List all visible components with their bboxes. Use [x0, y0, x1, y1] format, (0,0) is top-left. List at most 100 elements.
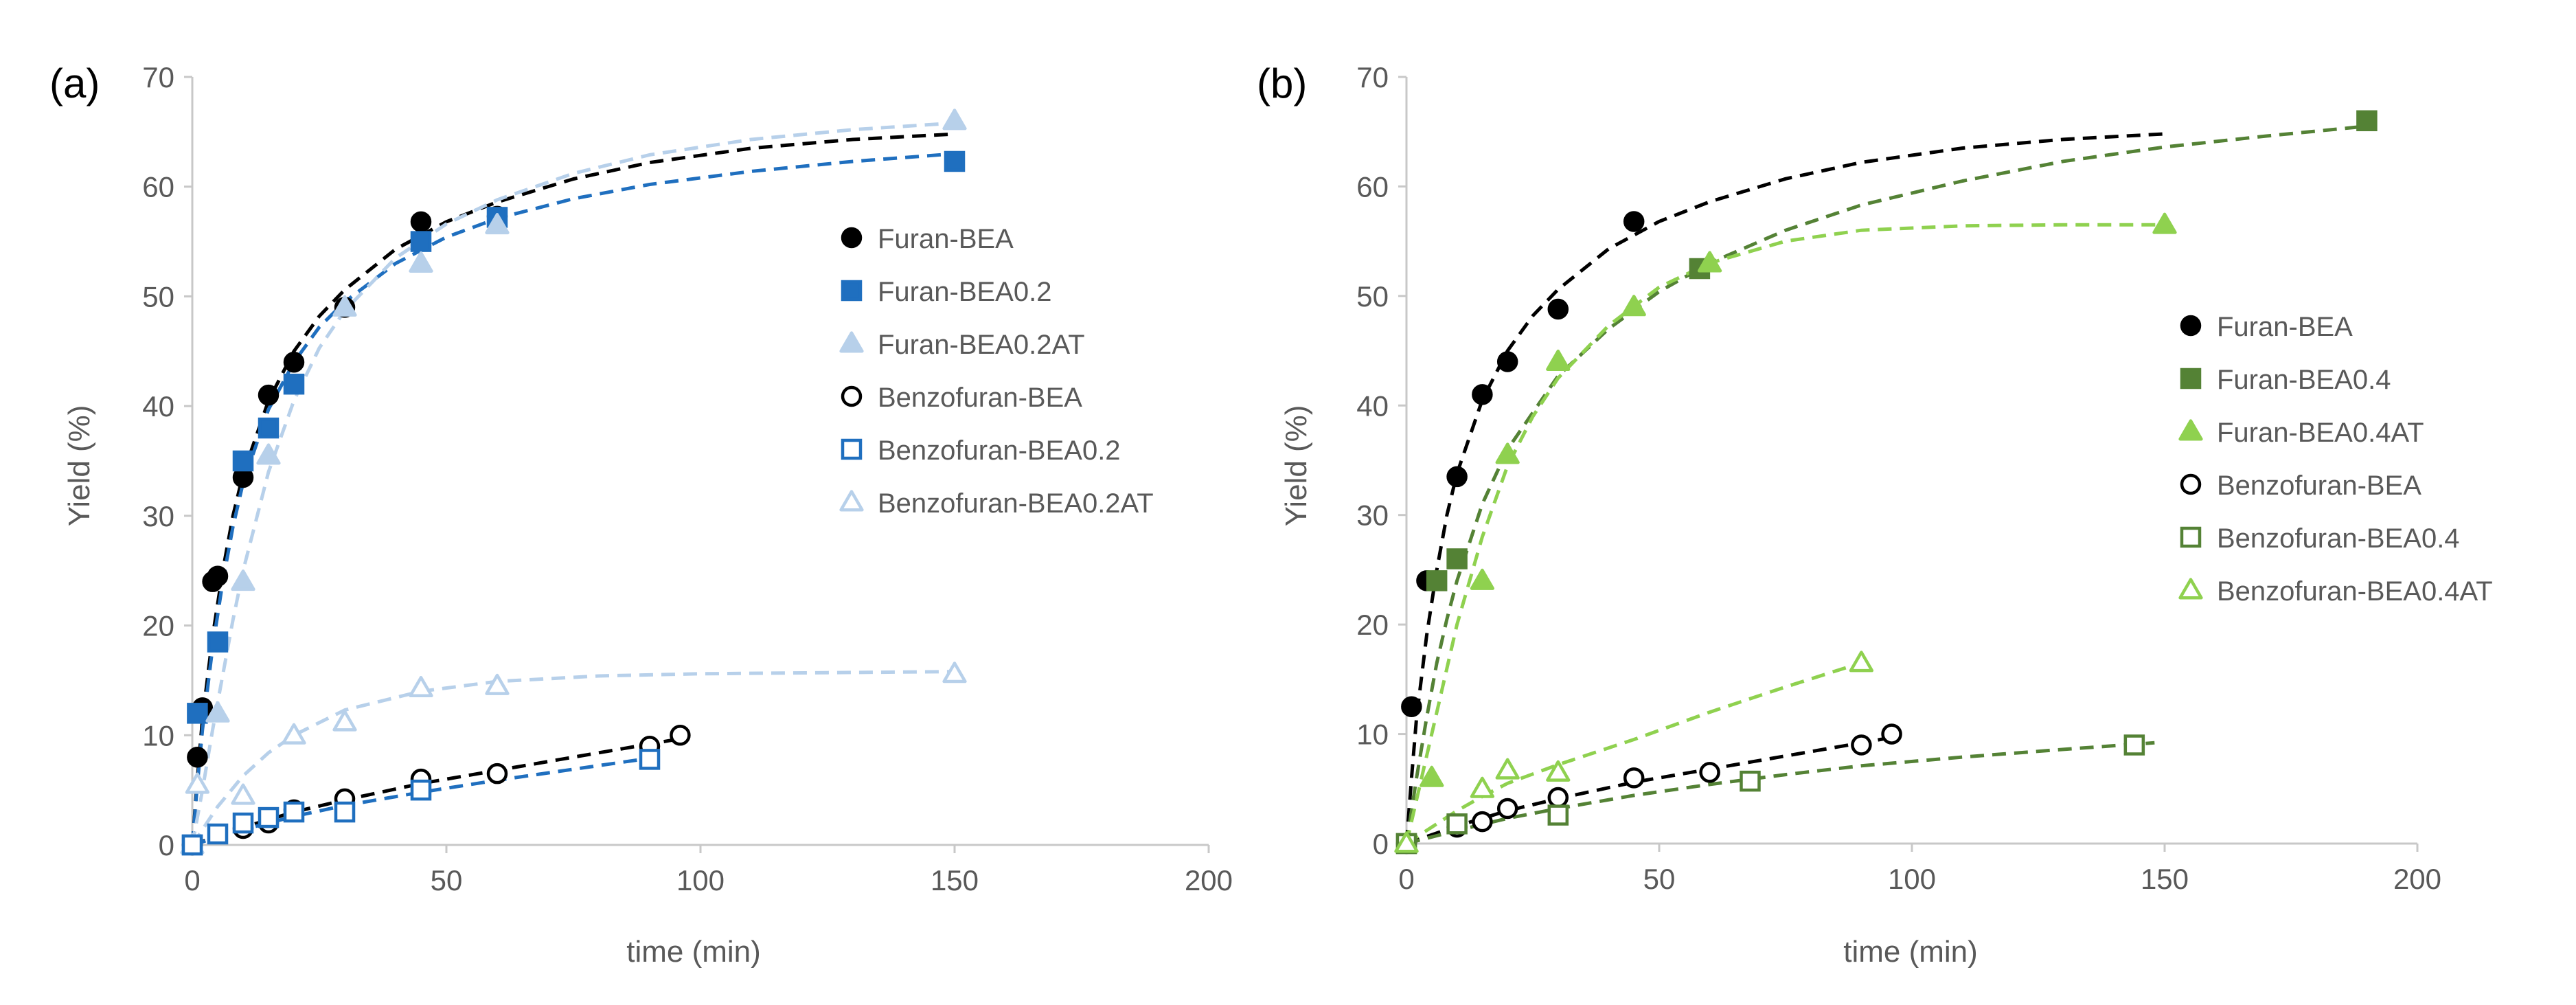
data-point-furan-bea — [1496, 351, 1518, 372]
data-point-benzofuran-bea — [1547, 787, 1569, 809]
x-tick-label: 100 — [1888, 863, 1936, 895]
data-point-benzofuran-bea — [1699, 762, 1720, 783]
data-point-benzofuran-bea0.2 — [232, 812, 254, 834]
data-point-furan-bea0.4at — [1697, 251, 1722, 273]
x-axis-label: time (min) — [1843, 935, 1978, 969]
data-point-furan-bea — [410, 211, 432, 233]
legend-marker — [841, 280, 863, 302]
data-point-benzofuran-bea0.2at — [185, 772, 210, 794]
data-point-benzofuran-bea0.2 — [639, 749, 661, 770]
data-point-benzofuran-bea0.2at — [282, 723, 306, 745]
x-tick-label: 150 — [931, 864, 979, 896]
data-point-furan-bea0.2at — [231, 569, 255, 591]
y-tick-label: 0 — [1373, 828, 1389, 860]
data-point-benzofuran-bea0.4 — [1740, 770, 1761, 792]
fit-line-furan-bea0.2at — [190, 121, 955, 846]
data-point-benzofuran-bea0.2at — [332, 710, 357, 732]
data-point-furan-bea0.4at — [1495, 442, 1520, 464]
data-point-benzofuran-bea — [1881, 723, 1902, 745]
y-tick-label: 50 — [1356, 280, 1389, 313]
data-point-benzofuran-bea — [670, 725, 691, 746]
data-point-furan-bea — [1547, 298, 1569, 320]
legend-entry: Benzofuran-BEA0.4 — [2217, 523, 2460, 554]
data-point-benzofuran-bea0.4at — [1546, 760, 1571, 782]
data-point-furan-bea0.2at — [485, 212, 510, 235]
data-points — [1394, 110, 2378, 855]
data-point-furan-bea0.2at — [205, 701, 230, 723]
data-point-furan-bea0.2at — [409, 251, 433, 273]
data-point-furan-bea0.2 — [232, 450, 254, 472]
data-point-benzofuran-bea — [1472, 811, 1493, 833]
axes: 0 10 20 30 40 50 60 70 0 50 100 150 200 — [1356, 61, 2441, 895]
data-point-furan-bea0.2at — [256, 443, 281, 465]
data-point-benzofuran-bea0.2 — [410, 779, 432, 801]
data-point-benzofuran-bea0.2at — [942, 662, 967, 684]
data-point-furan-bea — [258, 384, 280, 406]
data-point-furan-bea0.2at — [332, 295, 357, 317]
legend-marker — [2180, 315, 2202, 337]
data-point-furan-bea0.4at — [1546, 349, 1571, 371]
legend-entry: Furan-BEA — [2217, 312, 2353, 342]
data-point-furan-bea — [187, 746, 208, 768]
data-point-furan-bea0.4at — [1470, 568, 1495, 590]
legend-entry: Furan-BEA0.4AT — [2217, 418, 2424, 448]
data-point-furan-bea0.4at — [1420, 765, 1444, 787]
data-point-benzofuran-bea0.2 — [258, 806, 280, 828]
data-point-furan-bea0.2 — [410, 231, 432, 252]
legend-marker — [841, 227, 863, 249]
x-tick-label: 50 — [1643, 863, 1676, 895]
legend-marker — [841, 385, 863, 407]
data-point-furan-bea0.4at — [2152, 212, 2177, 234]
x-axis-label: time (min) — [626, 935, 761, 969]
legend-marker — [2180, 526, 2202, 548]
data-point-benzofuran-bea — [1851, 734, 1872, 756]
data-point-furan-bea — [1472, 384, 1493, 405]
legend: Furan-BEA Furan-BEA0.4 Furan-BEA0.4AT Benzo… — [2178, 312, 2493, 607]
data-point-furan-bea0.4at — [1621, 295, 1646, 317]
legend-entry: Furan-BEA0.4 — [2217, 365, 2391, 395]
y-tick-label: 60 — [142, 171, 174, 203]
chart-panel-b: (b) 0 10 20 30 40 50 60 70 0 50 100 150 200 Furan-BE… — [1257, 60, 2493, 969]
data-point-furan-bea0.2 — [207, 631, 229, 653]
fit-line-benzofuran-bea0.4at — [1405, 661, 1862, 846]
data-point-benzofuran-bea — [1496, 798, 1518, 820]
y-tick-label: 30 — [1356, 499, 1389, 532]
data-point-benzofuran-bea0.4at — [1470, 776, 1495, 798]
y-tick-label: 40 — [1356, 389, 1389, 422]
legend-marker — [839, 331, 864, 353]
legend-marker — [2178, 578, 2203, 600]
data-point-furan-bea — [283, 352, 305, 373]
data-point-benzofuran-bea0.4at — [1849, 651, 1874, 673]
data-point-benzofuran-bea — [1623, 767, 1645, 789]
y-tick-label: 30 — [142, 500, 174, 532]
legend-entry: Benzofuran-BEA0.2AT — [878, 488, 1154, 519]
y-tick-label: 10 — [142, 719, 174, 752]
y-axis-label: Yield (%) — [1279, 405, 1313, 527]
fit-line-benzofuran-bea0.4 — [1406, 741, 2155, 846]
data-point-benzofuran-bea0.2 — [181, 834, 203, 856]
data-point-benzofuran-bea0.2at — [485, 673, 510, 695]
data-point-benzofuran-bea0.4 — [2123, 734, 2145, 756]
y-tick-label: 10 — [1356, 719, 1389, 751]
legend-entry: Furan-BEA0.2 — [878, 277, 1051, 307]
y-tick-label: 70 — [142, 61, 174, 93]
data-points — [180, 109, 967, 856]
y-tick-label: 0 — [159, 829, 174, 861]
data-point-benzofuran-bea0.4at — [1495, 758, 1520, 780]
x-tick-label: 50 — [431, 864, 463, 896]
legend-entry: Benzofuran-BEA0.4AT — [2217, 576, 2493, 607]
fit-line-benzofuran-bea0.2at — [190, 670, 955, 846]
x-tick-label: 150 — [2141, 863, 2189, 895]
chart-panel-a: (a) 0 10 20 30 40 50 60 70 0 50 100 150 200 Furan-BE… — [49, 60, 1233, 969]
y-tick-label: 70 — [1356, 61, 1389, 93]
data-point-benzofuran-bea0.4at — [1394, 831, 1419, 853]
data-point-furan-bea0.4 — [1446, 548, 1468, 569]
axes: 0 10 20 30 40 50 60 70 0 50 100 150 200 — [142, 61, 1233, 896]
legend-marker — [2180, 368, 2202, 389]
fit-line-furan-bea0.4 — [1404, 124, 2367, 844]
fit-line-furan-bea — [1404, 132, 2165, 844]
data-point-furan-bea — [207, 565, 229, 587]
data-point-benzofuran-bea0.4 — [1547, 804, 1569, 826]
data-point-benzofuran-bea0.2at — [409, 675, 433, 698]
